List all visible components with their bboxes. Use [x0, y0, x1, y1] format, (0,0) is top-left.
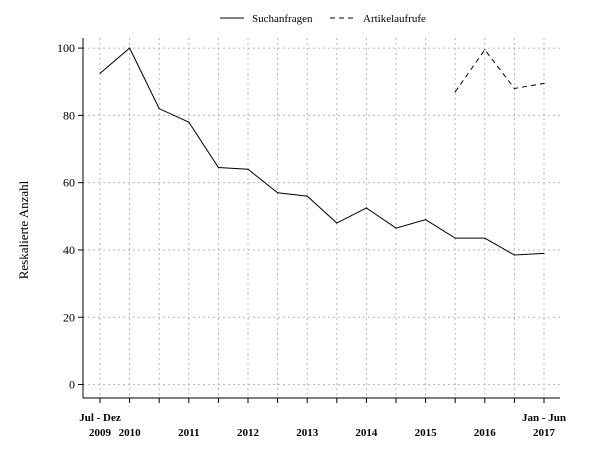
- x-tick-label: 2013: [296, 427, 319, 439]
- x-tick-label: 2014: [355, 427, 378, 439]
- x-tick-label: 2015: [415, 427, 438, 439]
- x-tick-label: 2010: [119, 427, 142, 439]
- x-tick-label: 2009: [89, 427, 112, 439]
- x-tick-label: 2017: [533, 427, 556, 439]
- legend-label-artikelaufrufe: Artikelaufrufe: [363, 13, 426, 25]
- x-tick-label: 2012: [237, 427, 260, 439]
- series-line-suchanfragen: [99, 47, 545, 256]
- data-point-suchanfragen: [365, 207, 367, 209]
- y-tick-label: 60: [63, 176, 75, 190]
- series-line-artikelaufrufe: [454, 48, 545, 93]
- legend: Suchanfragen Artikelaufrufe: [220, 13, 426, 25]
- legend-label-suchanfragen: Suchanfragen: [252, 13, 313, 25]
- data-point-suchanfragen: [513, 254, 516, 256]
- y-tick-label: 100: [57, 41, 75, 55]
- data-point-artikelaufrufe: [454, 91, 456, 93]
- x-tick-label: Jan - Jun: [522, 412, 566, 424]
- data-point-suchanfragen: [277, 192, 279, 194]
- x-tick-label: Jul - Dez: [79, 412, 121, 424]
- x-tick-label: 2016: [474, 427, 497, 439]
- data-point-suchanfragen: [188, 121, 190, 123]
- y-tick-label: 20: [63, 310, 75, 324]
- axes: 0 20 40 60 80 100 Jul - Dez 2009 2010 2011 2012 201…: [57, 38, 566, 439]
- data-point-suchanfragen: [484, 237, 486, 239]
- data-point-suchanfragen: [247, 168, 249, 170]
- grid: [83, 38, 560, 398]
- data-point-suchanfragen: [129, 47, 131, 49]
- series-lines: [99, 47, 545, 256]
- y-tick-label: 40: [63, 243, 75, 257]
- data-point-suchanfragen: [217, 166, 219, 169]
- y-tick-label: 80: [63, 108, 75, 122]
- data-point-artikelaufrufe: [513, 87, 516, 90]
- data-point-suchanfragen: [454, 237, 456, 239]
- y-tick-label: 0: [69, 378, 75, 392]
- data-point-suchanfragen: [425, 219, 427, 221]
- data-point-artikelaufrufe: [484, 49, 486, 51]
- x-tick-label: 2011: [178, 427, 199, 439]
- data-point-suchanfragen: [99, 72, 101, 74]
- y-axis-label: Reskalierte Anzahl: [16, 180, 31, 279]
- data-point-suchanfragen: [158, 108, 160, 110]
- data-point-suchanfragen: [306, 195, 308, 197]
- data-point-suchanfragen: [543, 252, 545, 254]
- data-point-artikelaufrufe: [543, 82, 545, 85]
- data-point-suchanfragen: [336, 222, 338, 224]
- data-point-suchanfragen: [395, 227, 397, 229]
